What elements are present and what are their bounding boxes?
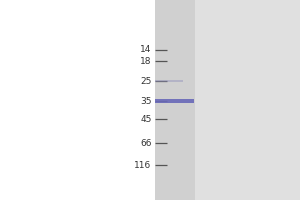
- Text: 14: 14: [140, 46, 152, 54]
- Bar: [154, 0, 195, 200]
- Text: 116: 116: [134, 160, 152, 170]
- Text: 18: 18: [140, 56, 152, 66]
- Bar: [154, 99, 194, 103]
- Text: 45: 45: [140, 114, 152, 123]
- Bar: [154, 80, 183, 82]
- Bar: [154, 0, 300, 200]
- Text: 25: 25: [140, 76, 152, 86]
- Text: 66: 66: [140, 138, 152, 148]
- Text: 35: 35: [140, 97, 152, 106]
